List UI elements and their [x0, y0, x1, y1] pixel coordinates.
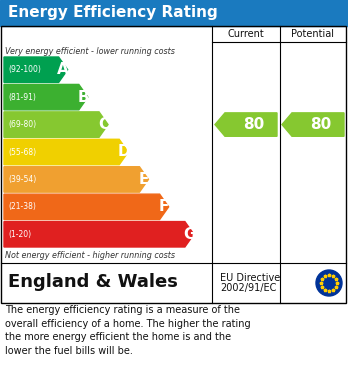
- Bar: [1, 26, 346, 303]
- Polygon shape: [4, 139, 128, 165]
- Text: (1-20): (1-20): [8, 230, 31, 239]
- Text: D: D: [117, 145, 130, 160]
- Circle shape: [316, 270, 342, 296]
- Text: B: B: [78, 90, 89, 105]
- Polygon shape: [4, 112, 108, 137]
- Text: A: A: [57, 62, 69, 77]
- Text: (81-91): (81-91): [8, 93, 36, 102]
- Polygon shape: [215, 113, 277, 136]
- Text: 2002/91/EC: 2002/91/EC: [220, 283, 276, 293]
- Text: G: G: [183, 227, 196, 242]
- Text: Not energy efficient - higher running costs: Not energy efficient - higher running co…: [5, 251, 175, 260]
- Polygon shape: [4, 84, 88, 110]
- Text: Current: Current: [228, 29, 264, 39]
- Text: Very energy efficient - lower running costs: Very energy efficient - lower running co…: [5, 47, 175, 57]
- Text: England & Wales: England & Wales: [8, 273, 178, 291]
- Text: Energy Efficiency Rating: Energy Efficiency Rating: [8, 5, 218, 20]
- Polygon shape: [282, 113, 344, 136]
- Text: F: F: [159, 199, 169, 214]
- Bar: [0, 0, 348, 26]
- Text: EU Directive: EU Directive: [220, 273, 280, 283]
- Text: 80: 80: [243, 117, 264, 132]
- Text: (69-80): (69-80): [8, 120, 36, 129]
- Text: The energy efficiency rating is a measure of the
overall efficiency of a home. T: The energy efficiency rating is a measur…: [5, 305, 251, 356]
- Text: E: E: [139, 172, 149, 187]
- Text: Potential: Potential: [292, 29, 334, 39]
- Polygon shape: [4, 57, 68, 83]
- Polygon shape: [4, 194, 169, 220]
- Text: C: C: [98, 117, 109, 132]
- Text: (92-100): (92-100): [8, 65, 41, 74]
- Text: (55-68): (55-68): [8, 147, 36, 156]
- Text: (21-38): (21-38): [8, 203, 36, 212]
- Text: 80: 80: [310, 117, 331, 132]
- Polygon shape: [4, 167, 149, 192]
- Text: (39-54): (39-54): [8, 175, 36, 184]
- Polygon shape: [4, 222, 194, 247]
